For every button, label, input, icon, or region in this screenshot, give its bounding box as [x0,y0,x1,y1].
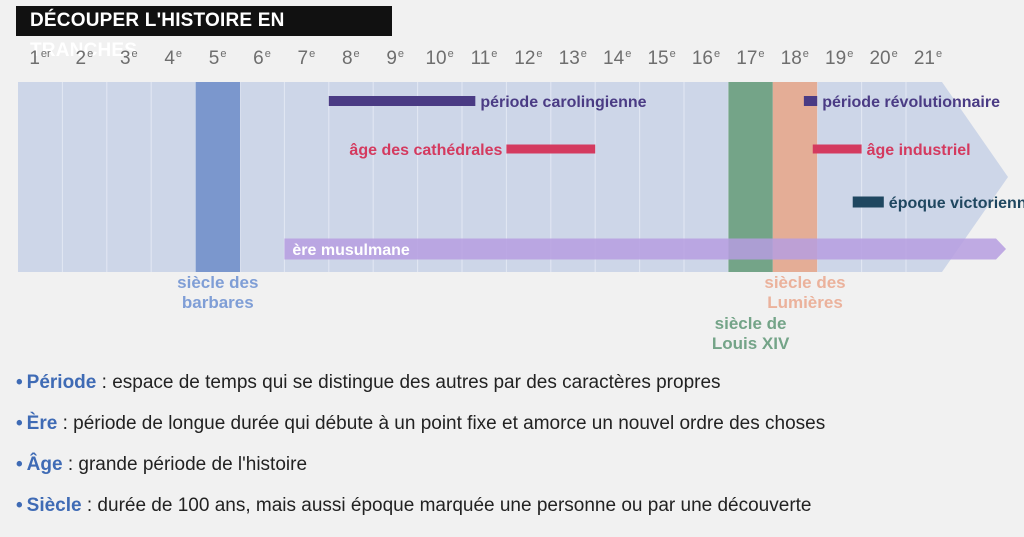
century-label: 9e [386,48,405,69]
century-column-5 [195,82,240,272]
period-label: époque victorienne [889,195,1024,212]
legend-definition: : grande période de l'histoire [62,454,308,475]
legend-definition: : espace de temps qui se distingue des a… [96,372,721,393]
bullet-icon: • [16,454,23,475]
century-label: 13e [558,48,587,69]
period-bar [852,196,884,208]
century-label: 2e [75,48,94,69]
period-label: âge des cathédrales [349,142,502,159]
century-label: 12e [514,48,543,69]
century-label: 4e [164,48,183,69]
century-column-label: barbares [182,293,254,312]
legend-item: • Âge : grande période de l'histoire [16,454,307,476]
century-label: 7e [297,48,316,69]
page-title: DÉCOUPER L'HISTOIRE EN TRANCHES [16,6,392,61]
century-label: 6e [253,48,271,69]
century-label: 16e [691,48,721,69]
legend-item: • Période : espace de temps qui se distin… [16,372,721,394]
century-label: 15e [647,48,676,69]
period-label: ère musulmane [292,242,409,259]
legend-item: • Siècle : durée de 100 ans, mais aussi é… [16,495,812,517]
legend-term: Âge [26,454,63,475]
century-label: 19e [825,48,854,69]
century-label: 8e [341,48,360,69]
century-axis: 1er 2e 3e 4e 5e 6e 7e 8e 9e 10e 11e 12e 13e 14e 15e 16e… [0,48,1024,76]
legend-item: • Ère : période de longue durée qui début… [16,413,825,435]
century-label: 21e [913,48,943,69]
legend-definition: : durée de 100 ans, mais aussi époque ma… [81,495,812,516]
period-bar [506,144,596,154]
century-label: 10e [425,48,454,69]
century-column-label: Louis XIV [712,334,790,353]
century-column-label: Lumières [767,293,843,312]
legend-definition: : période de longue durée qui débute à u… [57,413,826,434]
century-column-label: siècle des [764,273,845,292]
bullet-icon: • [16,495,23,516]
legend-term: Siècle [26,495,82,516]
century-label: 1er [29,48,51,69]
period-bar [803,96,818,106]
period-label: âge industriel [867,142,971,159]
legend-term: Ère [26,413,58,434]
period-bar [328,96,476,106]
century-column-label: siècle des [177,273,258,292]
bullet-icon: • [16,413,23,434]
century-label: 3e [119,48,138,69]
century-label: 5e [208,48,227,69]
century-label: 17e [736,48,765,69]
period-bar [812,144,862,154]
period-label: période révolutionnaire [822,94,1000,111]
century-label: 20e [869,48,898,69]
period-label: période carolingienne [480,94,646,111]
century-column-label: siècle de [715,314,787,333]
bullet-icon: • [16,372,23,393]
legend-term: Période [26,372,97,393]
period-bar [284,238,1006,260]
century-label: 11e [470,48,498,69]
century-label: 18e [780,48,809,69]
century-label: 14e [603,48,632,69]
